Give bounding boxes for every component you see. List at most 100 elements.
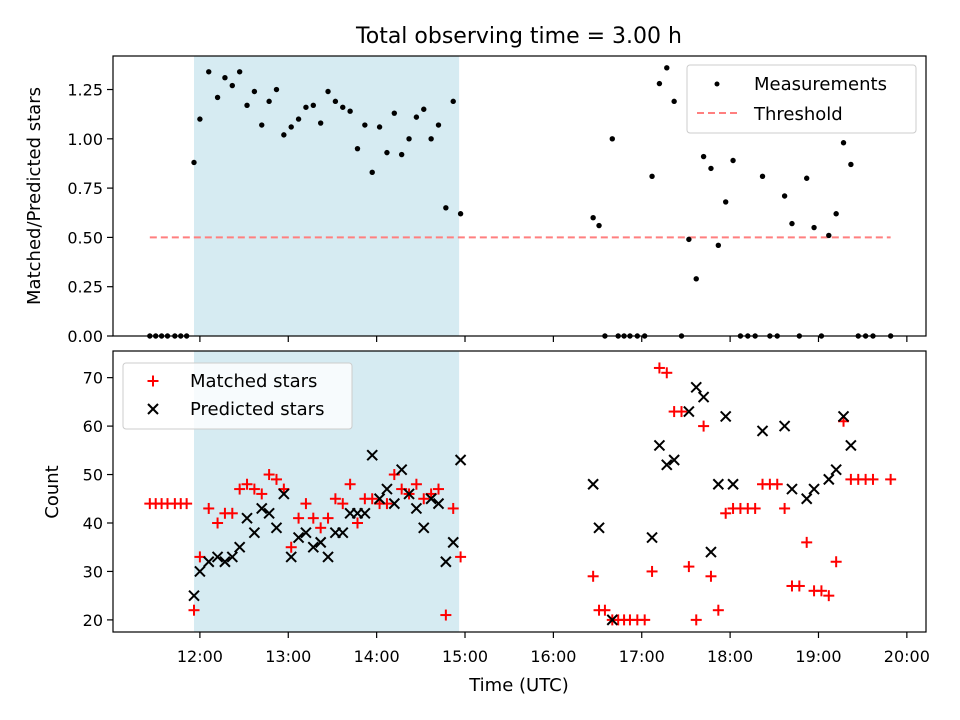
matched-star-point bbox=[366, 493, 378, 505]
predicted-star-point bbox=[425, 493, 437, 505]
predicted-star-point bbox=[447, 536, 459, 549]
predicted-star-point bbox=[712, 478, 725, 490]
cross-stroke bbox=[447, 536, 459, 549]
legend-threshold-label: Threshold bbox=[753, 104, 843, 125]
cross-stroke bbox=[194, 565, 206, 578]
cross-stroke bbox=[410, 502, 423, 515]
cross-stroke bbox=[188, 589, 200, 602]
matched-star-point bbox=[867, 473, 879, 485]
cross-stroke bbox=[219, 556, 231, 568]
matched-star-point bbox=[771, 478, 783, 490]
matched-star-point bbox=[885, 473, 897, 485]
cross-stroke bbox=[778, 420, 791, 432]
y-tick-label: 40 bbox=[83, 514, 103, 533]
top-legend: Measurements Threshold bbox=[686, 64, 917, 134]
cross-stroke bbox=[727, 478, 739, 490]
matched-star-point bbox=[315, 522, 327, 534]
matched-star-point bbox=[705, 570, 717, 582]
predicted-star-point bbox=[307, 541, 320, 553]
measurement-point bbox=[759, 173, 766, 179]
predicted-star-point bbox=[256, 502, 268, 515]
cross-stroke bbox=[278, 488, 290, 500]
top-legend-box bbox=[686, 64, 917, 134]
predicted-star-point bbox=[194, 565, 206, 578]
measurement-point bbox=[347, 108, 353, 114]
top-panel-frame bbox=[112, 55, 927, 337]
predicted-star-point bbox=[381, 483, 393, 495]
legend-measurements-marker bbox=[714, 81, 720, 87]
cross-stroke bbox=[292, 531, 305, 544]
matched-star-point bbox=[690, 614, 702, 626]
predicted-star-point bbox=[366, 449, 378, 461]
measurement-point bbox=[391, 110, 398, 116]
x-tick-label: 15:00 bbox=[442, 647, 488, 666]
predicted-star-point bbox=[233, 541, 246, 553]
measurement-point bbox=[443, 205, 449, 211]
matched-star-point bbox=[256, 488, 268, 500]
measurement-point bbox=[435, 122, 442, 128]
measurement-point bbox=[671, 98, 677, 105]
measurement-point bbox=[596, 222, 602, 229]
y-tick-label: 0.00 bbox=[67, 327, 103, 346]
matched-star-point bbox=[653, 362, 665, 374]
x-tick-label: 12:00 bbox=[177, 647, 223, 666]
measurement-point bbox=[833, 211, 839, 217]
matched-star-point bbox=[300, 498, 312, 510]
cross-stroke bbox=[432, 497, 445, 510]
matched-star-point bbox=[676, 406, 688, 418]
cross-stroke bbox=[661, 459, 673, 471]
matched-star-point bbox=[720, 507, 732, 519]
measurement-point bbox=[332, 98, 339, 105]
cross-stroke bbox=[697, 391, 710, 403]
predicted-star-point bbox=[778, 420, 791, 432]
x-tick-label: 17:00 bbox=[619, 647, 665, 666]
measurement-point bbox=[310, 102, 317, 108]
measurement-point bbox=[708, 165, 714, 172]
cross-stroke bbox=[454, 454, 467, 466]
matched-star-point bbox=[712, 604, 724, 616]
top-observing-window-shade bbox=[194, 56, 460, 336]
matched-star-point bbox=[293, 512, 305, 524]
x-axis-label: Time (UTC) bbox=[468, 675, 569, 696]
measurement-point bbox=[804, 175, 810, 181]
predicted-star-point bbox=[337, 526, 349, 539]
predicted-star-point bbox=[646, 531, 658, 544]
matched-star-point bbox=[823, 590, 835, 602]
cross-stroke bbox=[800, 493, 813, 505]
matched-star-point bbox=[587, 570, 599, 582]
predicted-star-point bbox=[845, 439, 857, 452]
chart-title: Total observing time = 3.00 h bbox=[355, 24, 682, 49]
cross-stroke bbox=[314, 536, 327, 549]
x-tick-label: 18:00 bbox=[707, 647, 753, 666]
matched-star-point bbox=[322, 512, 334, 524]
top-x-ticks bbox=[199, 336, 908, 342]
predicted-star-point bbox=[263, 507, 275, 520]
predicted-star-point bbox=[314, 536, 327, 549]
predicted-star-point bbox=[454, 454, 467, 466]
matched-stars-points bbox=[144, 362, 897, 626]
x-tick-label: 20:00 bbox=[884, 647, 930, 666]
bottom-panel: 20 30 40 50 60 70 12:00 13:00 14:00 15:00 16:00 17… bbox=[42, 350, 930, 696]
matched-star-point bbox=[248, 483, 260, 495]
measurement-point bbox=[722, 199, 729, 205]
cross-stroke bbox=[226, 551, 239, 563]
y-tick-label: 30 bbox=[83, 562, 103, 581]
measurement-point bbox=[295, 116, 302, 122]
measurement-point bbox=[789, 220, 795, 227]
predicted-star-point bbox=[668, 454, 680, 466]
cross-stroke bbox=[830, 463, 842, 476]
matched-star-point bbox=[749, 502, 761, 514]
cross-stroke bbox=[425, 493, 437, 505]
measurement-point bbox=[197, 116, 203, 122]
cross-stroke bbox=[823, 473, 835, 486]
predicted-star-point bbox=[226, 551, 239, 563]
matched-star-point bbox=[270, 473, 282, 485]
cross-stroke bbox=[683, 405, 695, 418]
measurement-point bbox=[259, 122, 265, 128]
matched-star-point bbox=[234, 483, 246, 495]
matched-star-point bbox=[329, 493, 341, 505]
cross-stroke bbox=[263, 507, 275, 520]
predicted-star-point bbox=[690, 381, 702, 394]
measurement-point bbox=[664, 65, 670, 71]
